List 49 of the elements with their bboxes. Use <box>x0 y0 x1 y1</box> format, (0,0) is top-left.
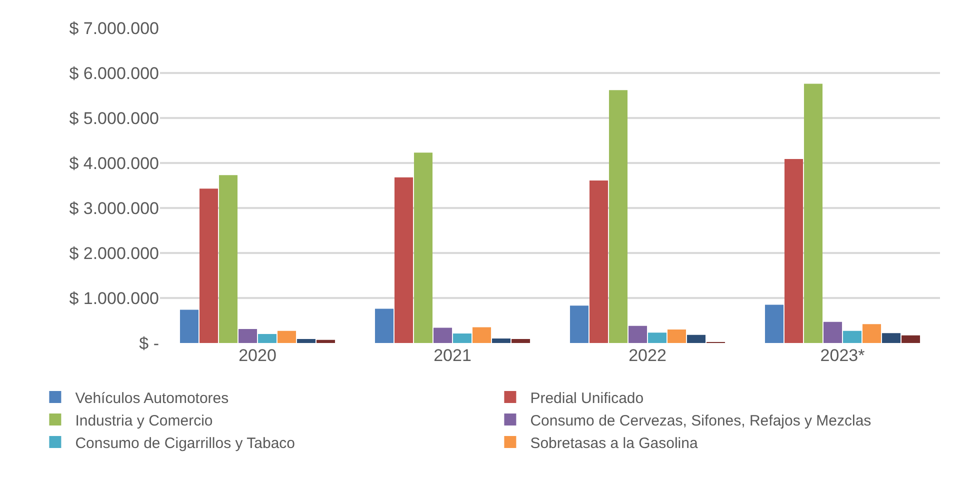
bar <box>414 152 433 343</box>
bar <box>628 326 648 343</box>
bar <box>570 306 589 343</box>
legend-label: Consumo de Cigarrillos y Tabaco <box>75 434 296 452</box>
bar <box>823 322 842 343</box>
legend-label: Consumo de Cervezas, Sifones, Refajos y Mezclas <box>530 412 872 430</box>
bar <box>901 335 920 343</box>
bar <box>608 90 628 343</box>
bar <box>218 175 238 343</box>
bar <box>199 188 218 343</box>
y-tick-label: $ - <box>139 334 159 353</box>
legend-label: Vehículos Automotores <box>75 390 229 407</box>
y-tick-label: $ 1.000.000 <box>69 288 159 308</box>
bar <box>492 338 511 343</box>
bar <box>258 334 277 343</box>
y-tick-label: $ 5.000.000 <box>69 108 159 128</box>
bar <box>374 308 394 343</box>
legend-label: Sobretasas a la Gasolina <box>530 434 698 452</box>
bar <box>784 158 804 343</box>
bar <box>452 334 472 343</box>
y-tick-label: $ 2.000.000 <box>69 244 159 263</box>
bar <box>648 332 667 343</box>
bar <box>277 330 296 343</box>
y-tick-label: $ 7.000.000 <box>69 18 159 38</box>
bar <box>804 84 823 343</box>
bar <box>686 334 706 343</box>
x-tick-label: 2023* <box>820 346 866 365</box>
x-tick-label: 2021 <box>434 346 472 365</box>
bar <box>296 338 316 343</box>
bar <box>589 180 608 343</box>
y-tick-label: $ 4.000.000 <box>69 154 159 173</box>
bar <box>316 340 336 343</box>
bar <box>394 177 414 343</box>
y-tick-label: $ 3.000.000 <box>69 198 159 218</box>
bar <box>862 324 882 343</box>
y-tick-label: $ 6.000.000 <box>69 64 159 83</box>
bar <box>238 329 258 343</box>
bar <box>180 310 199 343</box>
x-tick-label: 2022 <box>628 346 666 365</box>
bar <box>472 327 492 343</box>
bar <box>842 330 862 343</box>
bar <box>433 328 452 343</box>
legend-label: Industria y Comercio <box>75 412 213 430</box>
bar <box>667 330 686 343</box>
bar <box>882 333 901 343</box>
legend-label: Predial Unificado <box>530 390 644 407</box>
bar <box>511 338 530 343</box>
bar <box>764 304 784 343</box>
x-tick-label: 2020 <box>238 346 276 365</box>
